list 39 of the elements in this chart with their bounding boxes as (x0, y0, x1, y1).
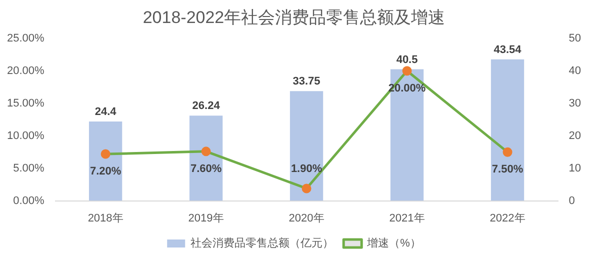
y-tick-label: 10.00% (6, 130, 45, 142)
y-tick-label: 25.00% (6, 32, 45, 44)
point (201, 146, 211, 156)
bar (88, 122, 122, 201)
point (100, 149, 110, 159)
data-label: 1.90% (290, 162, 322, 175)
y-tick-label: 0.00% (13, 194, 45, 207)
y2-tick-label: 0 (568, 194, 575, 207)
data-label: 40.5 (396, 54, 418, 66)
data-label: 43.54 (494, 44, 522, 56)
bar (490, 59, 524, 201)
x-tick-label: 2019年 (188, 212, 224, 224)
bar (189, 116, 223, 201)
y2-tick-label: 20 (568, 130, 582, 142)
y-tick-label: 5.00% (13, 162, 45, 174)
point (502, 147, 512, 157)
y2-tick-label: 50 (568, 32, 582, 44)
y-tick-label: 15.00% (6, 97, 45, 110)
legend-label: 增速（%） (366, 236, 421, 250)
chart-title: 2018-2022年社会消费品零售总额及增速 (142, 8, 446, 27)
point (402, 66, 412, 76)
legend-label: 社会消费品零售总额（亿元） (190, 236, 334, 250)
x-tick-label: 2022年 (490, 212, 526, 224)
y-tick-label: 20.00% (6, 64, 45, 77)
y2-tick-label: 40 (568, 64, 582, 77)
data-label: 26.24 (192, 100, 221, 112)
data-label: 7.50% (492, 164, 524, 176)
bar (290, 91, 324, 201)
data-label: 33.75 (292, 76, 320, 88)
x-tick-label: 2020年 (288, 212, 324, 224)
y2-tick-label: 30 (568, 97, 582, 110)
x-tick-label: 2021年 (389, 212, 425, 224)
data-label: 24.4 (94, 106, 118, 118)
point (302, 184, 312, 194)
data-label: 7.60% (190, 162, 222, 175)
y2-tick-label: 10 (568, 162, 582, 174)
data-label: 7.20% (90, 166, 122, 178)
x-tick-label: 2018年 (88, 212, 124, 224)
bar (390, 69, 424, 201)
